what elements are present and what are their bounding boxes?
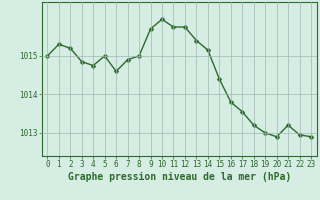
X-axis label: Graphe pression niveau de la mer (hPa): Graphe pression niveau de la mer (hPa) xyxy=(68,172,291,182)
